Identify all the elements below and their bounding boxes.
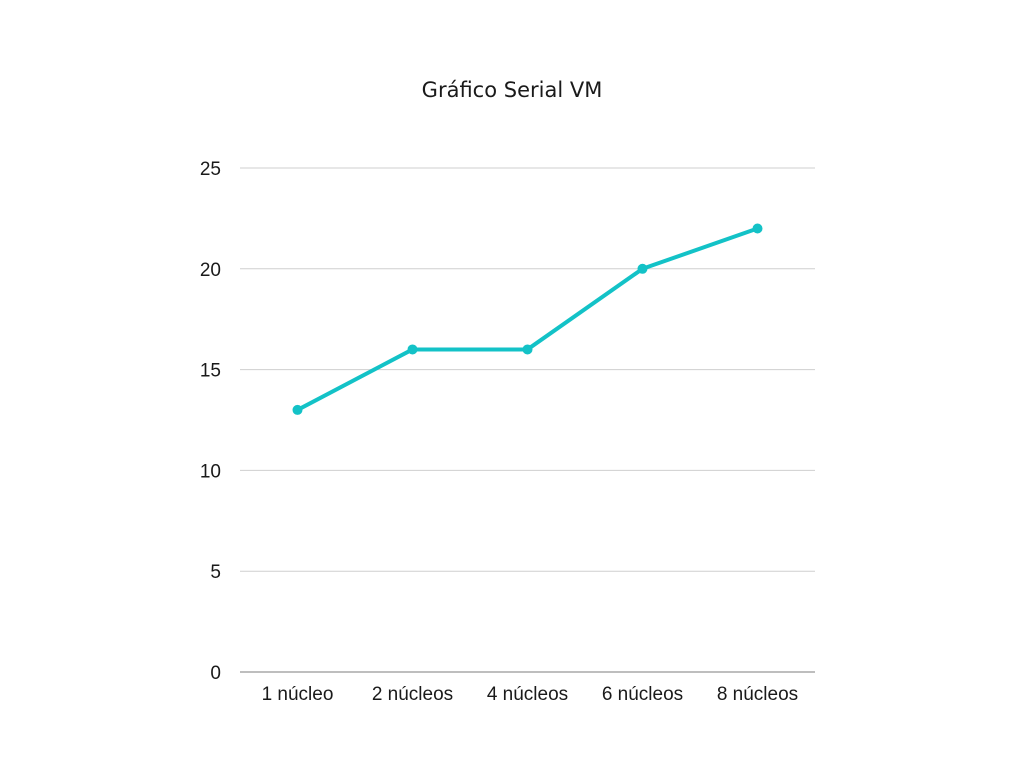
data-point (637, 263, 648, 274)
y-tick-label: 5 (210, 562, 221, 583)
x-tick-label: 1 núcleo (262, 684, 334, 705)
series-group (292, 223, 763, 415)
x-tick-label: 6 núcleos (602, 684, 683, 705)
data-point (752, 223, 763, 234)
data-point (292, 404, 303, 415)
y-tick-label: 20 (200, 260, 221, 281)
data-point (522, 344, 533, 355)
y-tick-label: 25 (200, 159, 221, 180)
y-tick-label: 0 (210, 663, 221, 684)
x-tick-label: 4 núcleos (487, 684, 568, 705)
x-tick-label: 2 núcleos (372, 684, 453, 705)
y-tick-label: 15 (200, 361, 221, 382)
x-axis-ticks: 1 núcleo 2 núcleos 4 núcleos 6 núcleos 8 núc… (262, 684, 799, 705)
y-tick-label: 10 (200, 461, 221, 482)
chart-title: Gráfico Serial VM (421, 78, 603, 102)
gridlines (240, 167, 815, 673)
y-axis-ticks: 0 5 10 15 20 25 (200, 159, 221, 684)
x-tick-label: 8 núcleos (717, 684, 798, 705)
series-line (295, 226, 760, 412)
data-point (407, 344, 418, 355)
